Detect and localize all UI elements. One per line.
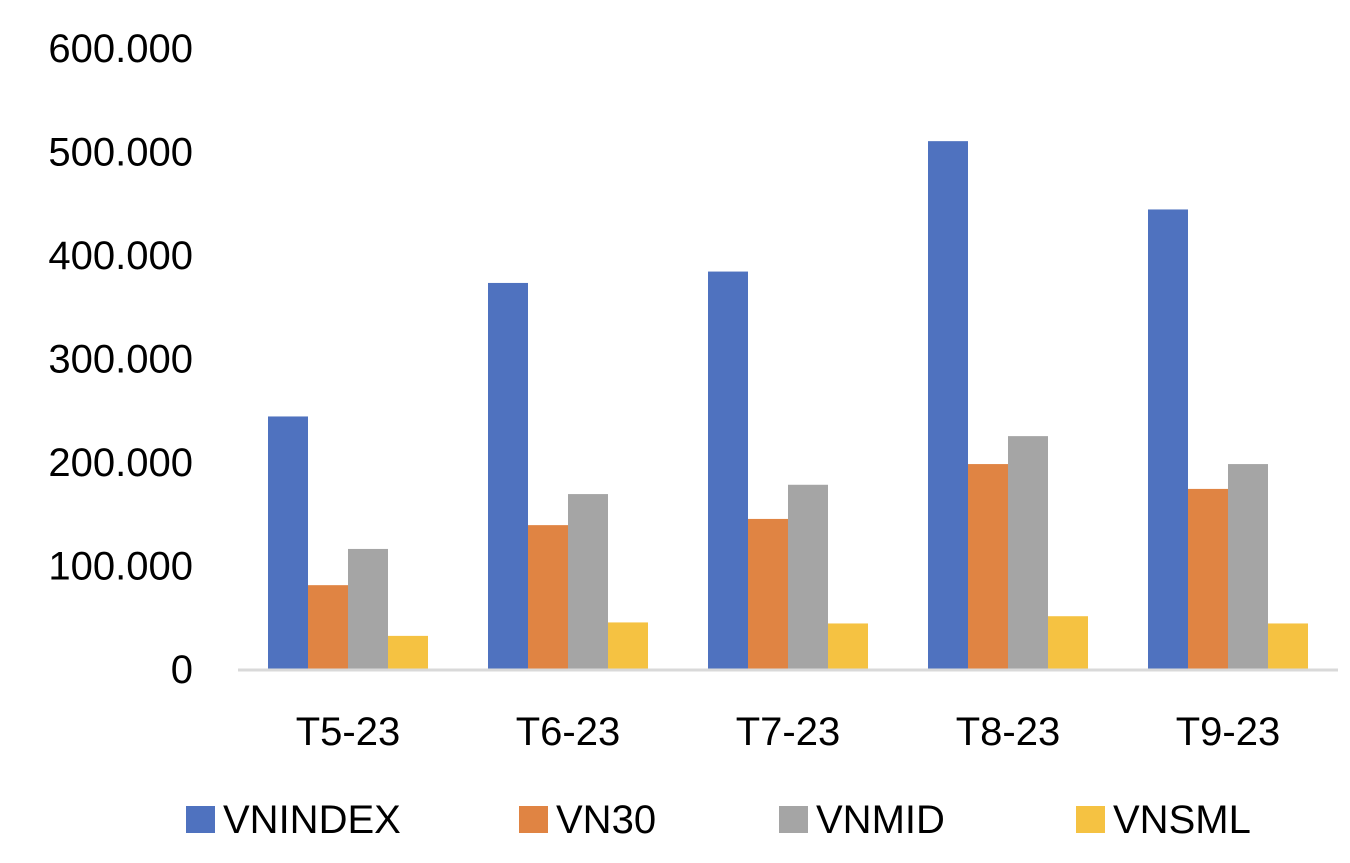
bar-vn30-t6-23 [528,525,568,669]
bar-vnmid-t6-23 [568,494,608,669]
x-axis-labels: T5-23 T6-23 T7-23 T8-23 T9-23 [296,710,1281,754]
bar-vnindex-t6-23 [488,282,528,669]
x-tick-label: T8-23 [956,710,1061,754]
bar-vnsml-t8-23 [1048,616,1088,669]
bar-vnmid-t9-23 [1228,464,1268,669]
bar-vnsml-t9-23 [1268,623,1308,669]
y-tick-label: 200.000 [48,441,193,485]
bar-vn30-t7-23 [748,518,788,669]
legend-swatch-vnindex [186,806,215,833]
y-tick-label: 600.000 [48,27,193,71]
legend-swatch-vnsml [1076,806,1105,833]
x-tick-label: T5-23 [296,710,401,754]
legend: VNINDEX VN30 VNMID VNSML [186,798,1251,842]
bar-vnindex-t5-23 [268,416,308,669]
y-tick-label: 0 [171,648,193,692]
x-tick-label: T7-23 [736,710,841,754]
y-tick-label: 500.000 [48,131,193,175]
bar-vnindex-t8-23 [928,141,968,669]
bar-vn30-t8-23 [968,464,1008,669]
bar-vnsml-t5-23 [388,635,428,669]
y-tick-label: 100.000 [48,545,193,589]
y-tick-label: 300.000 [48,338,193,382]
bar-vnmid-t8-23 [1008,436,1048,669]
y-tick-label: 400.000 [48,234,193,278]
x-tick-label: T6-23 [516,710,621,754]
legend-label-vnindex: VNINDEX [223,798,401,842]
legend-label-vnmid: VNMID [816,798,945,842]
legend-label-vnsml: VNSML [1113,798,1251,842]
bar-vnindex-t7-23 [708,271,748,669]
x-tick-label: T9-23 [1176,710,1281,754]
bar-vn30-t5-23 [308,585,348,669]
bar-vnsml-t7-23 [828,623,868,669]
bar-vn30-t9-23 [1188,488,1228,669]
bar-vnsml-t6-23 [608,622,648,669]
bar-vnmid-t7-23 [788,484,828,669]
bar-vnmid-t5-23 [348,548,388,669]
legend-swatch-vnmid [779,806,808,833]
bar-series-group [268,141,1308,669]
legend-swatch-vn30 [519,806,548,833]
legend-label-vn30: VN30 [556,798,656,842]
y-axis-ticks: 0 100.000 200.000 300.000 400.000 500.000 600.… [48,27,193,692]
bar-vnindex-t9-23 [1148,209,1188,669]
